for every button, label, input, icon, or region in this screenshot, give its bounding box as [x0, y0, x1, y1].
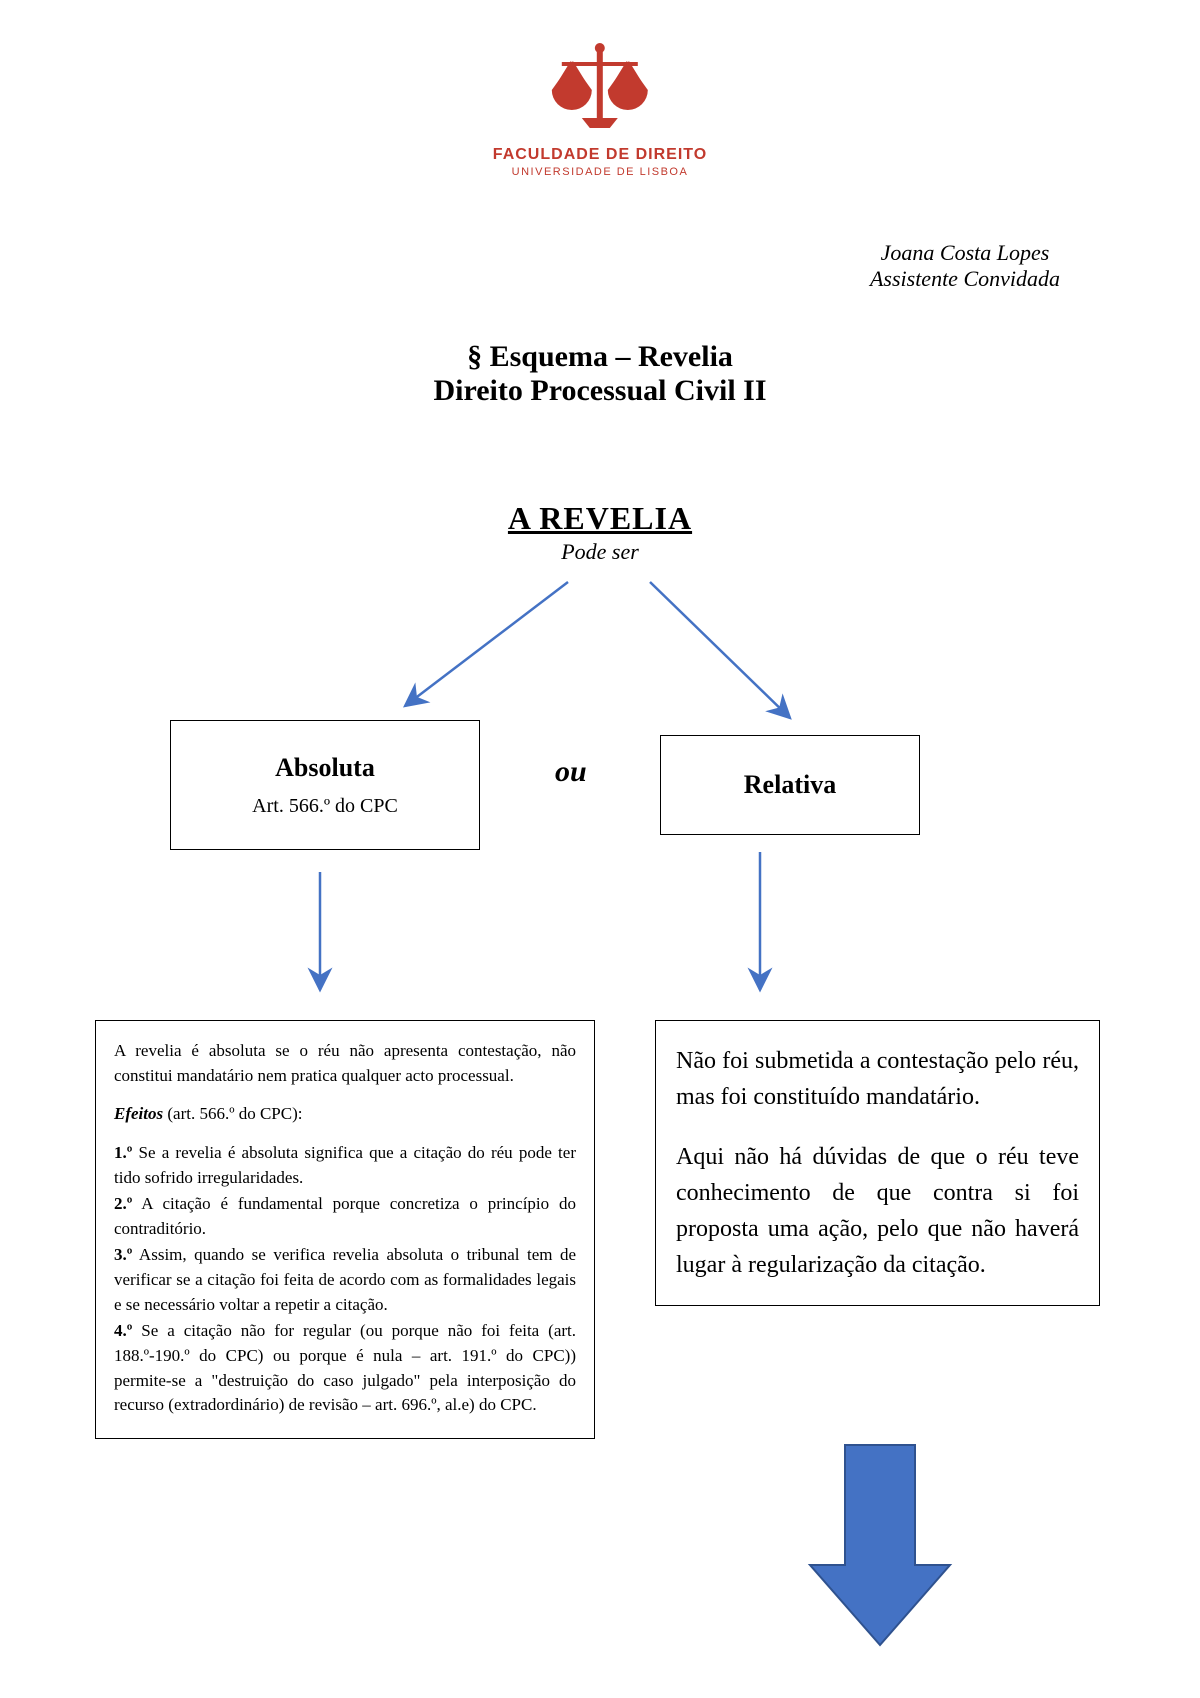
node-absoluta-subtitle: Art. 566.º do CPC [252, 795, 398, 818]
absoluta-intro: A revelia é absoluta se o réu não aprese… [114, 1039, 576, 1088]
description-absoluta: A revelia é absoluta se o réu não aprese… [95, 1020, 595, 1439]
relativa-p1: Não foi submetida a contestação pelo réu… [676, 1043, 1079, 1115]
diagram-heading: A REVELIA [508, 500, 692, 537]
scales-icon [540, 40, 660, 140]
relativa-p2: Aqui não há dúvidas de que o réu teve co… [676, 1139, 1079, 1283]
description-relativa: Não foi submetida a contestação pelo réu… [655, 1020, 1100, 1306]
logo-text-2: UNIVERSIDADE DE LISBOA [493, 166, 707, 178]
arrow-to-absoluta [405, 582, 568, 706]
document-titles: § Esquema – Revelia Direito Processual C… [250, 340, 950, 408]
diagram-title: A REVELIA Pode ser [508, 500, 692, 565]
absoluta-item: 3.º Assim, quando se verifica revelia ab… [114, 1243, 576, 1317]
arrow-to-relativa [650, 582, 790, 718]
big-arrow-icon [810, 1445, 950, 1645]
absoluta-efeitos-label: Efeitos (art. 566.º do CPC): [114, 1102, 576, 1127]
node-absoluta: Absoluta Art. 566.º do CPC [170, 720, 480, 850]
logo-text-1: FACULDADE DE DIREITO [493, 146, 707, 164]
absoluta-item: 1.º Se a revelia é absoluta significa qu… [114, 1141, 576, 1190]
author-role: Assistente Convidada [870, 266, 1060, 292]
title-line-1: § Esquema – Revelia [250, 340, 950, 374]
author-block: Joana Costa Lopes Assistente Convidada [870, 240, 1060, 292]
node-relativa-title: Relativa [744, 770, 836, 800]
node-absoluta-title: Absoluta [275, 753, 375, 783]
node-relativa: Relativa [660, 735, 920, 835]
absoluta-item: 4.º Se a citação não for regular (ou por… [114, 1319, 576, 1418]
connector-ou: ou [555, 755, 587, 789]
title-line-2: Direito Processual Civil II [250, 374, 950, 408]
header-logo: FACULDADE DE DIREITO UNIVERSIDADE DE LIS… [493, 40, 707, 178]
absoluta-item: 2.º A citação é fundamental porque concr… [114, 1192, 576, 1241]
diagram-subheading: Pode ser [508, 539, 692, 565]
absoluta-items: 1.º Se a revelia é absoluta significa qu… [114, 1141, 576, 1418]
author-name: Joana Costa Lopes [870, 240, 1060, 266]
